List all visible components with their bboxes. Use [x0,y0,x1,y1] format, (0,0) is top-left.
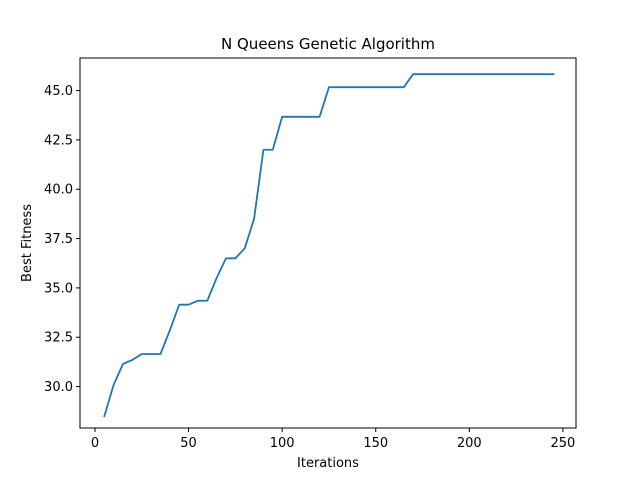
chart-title: N Queens Genetic Algorithm [221,35,435,53]
y-tick-label: 37.5 [44,232,73,247]
y-tick-label: 45.0 [44,84,73,99]
x-tick-label: 200 [457,436,482,451]
x-tick-label: 250 [550,436,575,451]
x-tick-label: 150 [363,436,388,451]
y-tick-label: 30.0 [44,380,73,395]
x-tick-label: 100 [270,436,295,451]
x-axis-label: Iterations [297,456,359,471]
y-axis: 30.0 32.5 35.0 37.5 40.0 42.5 45.0 [44,84,80,395]
axes-frame [79,57,577,429]
x-axis: 0 50 100 150 200 250 [91,428,575,451]
y-tick-label: 42.5 [44,133,73,148]
y-tick-label: 35.0 [44,281,73,296]
x-tick-label: 0 [91,436,99,451]
y-tick-label: 40.0 [44,183,73,198]
x-tick-label: 50 [180,436,197,451]
series-line [103,73,555,418]
plot-area [103,73,555,418]
y-axis-label: Best Fitness [20,204,35,282]
y-tick-label: 32.5 [44,331,73,346]
